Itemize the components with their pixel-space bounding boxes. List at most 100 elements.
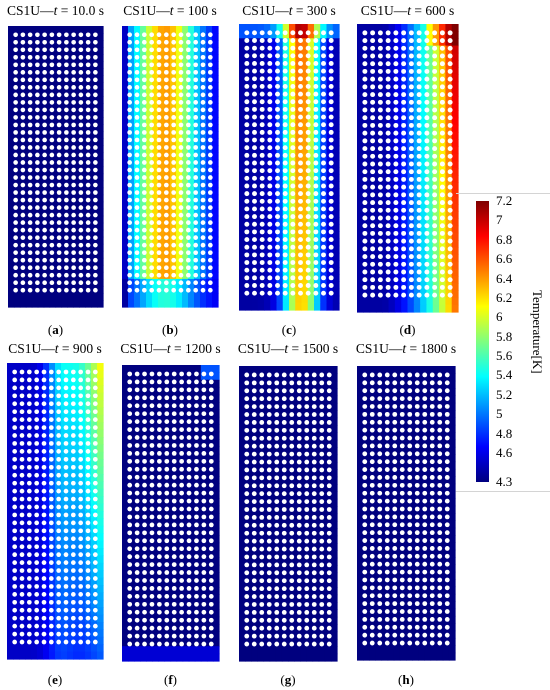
field-cell — [73, 117, 80, 125]
field-cell — [67, 622, 74, 630]
field-cell — [314, 295, 321, 304]
field-cell — [97, 194, 104, 203]
plate-hole — [207, 280, 213, 286]
plate-hole — [377, 146, 383, 152]
field-cell — [61, 138, 68, 147]
field-cell — [19, 363, 26, 371]
field-cell — [61, 229, 68, 238]
field-cell — [134, 229, 141, 238]
temperature-plate-b — [122, 26, 219, 308]
plate-hole — [377, 68, 383, 74]
field-cell — [276, 31, 284, 39]
plate-hole — [85, 242, 91, 248]
plate-hole — [93, 39, 98, 45]
field-cell — [31, 124, 39, 132]
plate-hole — [127, 160, 133, 165]
plate-hole — [432, 238, 438, 244]
plate-hole — [42, 235, 47, 240]
plate-hole — [35, 182, 40, 188]
plate-hole — [185, 137, 191, 143]
plate-hole — [92, 401, 98, 407]
plate-hole — [85, 212, 91, 218]
plate-hole — [185, 145, 191, 150]
field-cell — [388, 204, 396, 212]
field-cell — [79, 466, 86, 475]
plate-hole — [70, 417, 76, 422]
field-cell — [158, 201, 165, 210]
field-cell — [301, 188, 309, 197]
field-cell — [122, 110, 129, 118]
field-cell — [73, 644, 80, 653]
plate-hole — [156, 152, 162, 158]
plate-hole — [27, 220, 33, 225]
plate-hole — [282, 145, 288, 151]
field-cell — [19, 215, 27, 224]
field-cell — [37, 592, 44, 601]
plate-hole — [71, 235, 76, 240]
field-cell — [91, 444, 98, 453]
field-cell — [388, 211, 396, 219]
plate-hole — [134, 272, 140, 278]
plate-hole — [20, 235, 26, 240]
plate-hole — [149, 175, 155, 180]
plate-hole — [447, 30, 453, 36]
field-cell — [357, 24, 364, 32]
plate-hole — [13, 280, 18, 286]
field-cell — [37, 599, 44, 608]
field-cell — [73, 257, 80, 266]
field-cell — [37, 636, 44, 645]
field-cell — [188, 243, 195, 252]
field-cell — [37, 392, 44, 401]
plate-hole — [85, 122, 91, 128]
plate-hole — [49, 190, 55, 195]
field-cell — [97, 26, 104, 34]
plate-hole — [385, 292, 391, 298]
field-cell — [307, 245, 315, 254]
field-cell — [394, 268, 402, 277]
plate-hole — [141, 100, 147, 105]
field-cell — [212, 180, 219, 189]
field-cell — [97, 82, 104, 90]
field-cell — [128, 208, 135, 217]
field-cell — [363, 110, 371, 119]
plate-hole — [156, 77, 162, 83]
plate-hole — [207, 175, 213, 180]
plate-hole — [171, 190, 177, 195]
field-cell — [61, 555, 68, 564]
field-cell — [426, 74, 434, 83]
plate-hole — [185, 115, 191, 120]
plate-hole — [78, 235, 84, 240]
plate-hole — [447, 176, 453, 182]
plate-hole — [401, 192, 407, 198]
plate-hole — [362, 30, 368, 36]
plate-hole — [377, 200, 383, 206]
plate-hole — [321, 191, 326, 197]
field-cell — [276, 181, 284, 190]
field-cell — [79, 474, 86, 482]
field-cell — [245, 245, 253, 254]
field-cell — [7, 451, 14, 460]
field-cell — [301, 59, 309, 68]
field-cell — [382, 225, 390, 234]
field-cell — [451, 232, 459, 241]
plate-hole — [290, 168, 296, 174]
field-cell — [332, 88, 340, 97]
plate-hole — [134, 227, 140, 233]
field-cell — [307, 302, 315, 311]
field-cell — [122, 61, 129, 69]
plate-hole — [27, 287, 33, 293]
plate-hole — [141, 77, 147, 83]
field-cell — [426, 153, 434, 162]
plate-hole — [298, 30, 303, 36]
field-cell — [369, 232, 377, 241]
plate-hole — [93, 115, 98, 120]
plate-hole — [439, 130, 445, 136]
plate-hole — [41, 417, 47, 422]
plate-hole — [171, 122, 177, 128]
field-cell — [85, 292, 92, 301]
plate-hole — [35, 122, 40, 128]
field-cell — [152, 82, 159, 90]
plate-hole — [267, 252, 273, 258]
field-cell — [206, 299, 213, 308]
field-cell — [420, 153, 428, 162]
